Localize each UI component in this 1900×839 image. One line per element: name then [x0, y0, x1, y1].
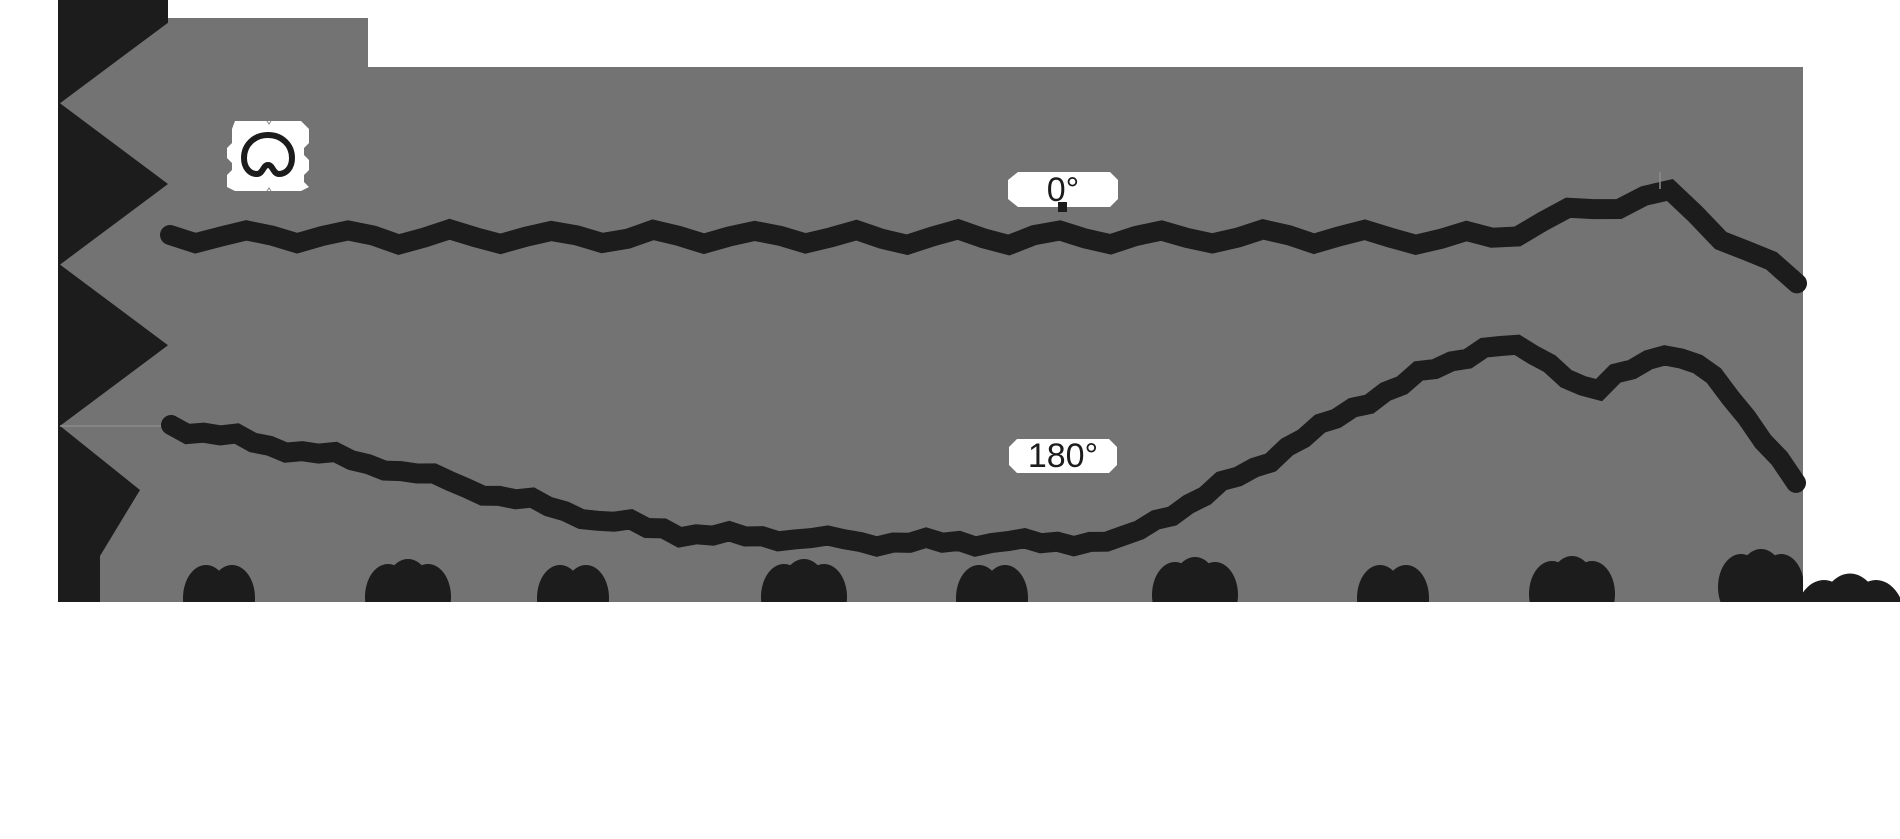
svg-text:180°: 180° — [1028, 437, 1098, 475]
